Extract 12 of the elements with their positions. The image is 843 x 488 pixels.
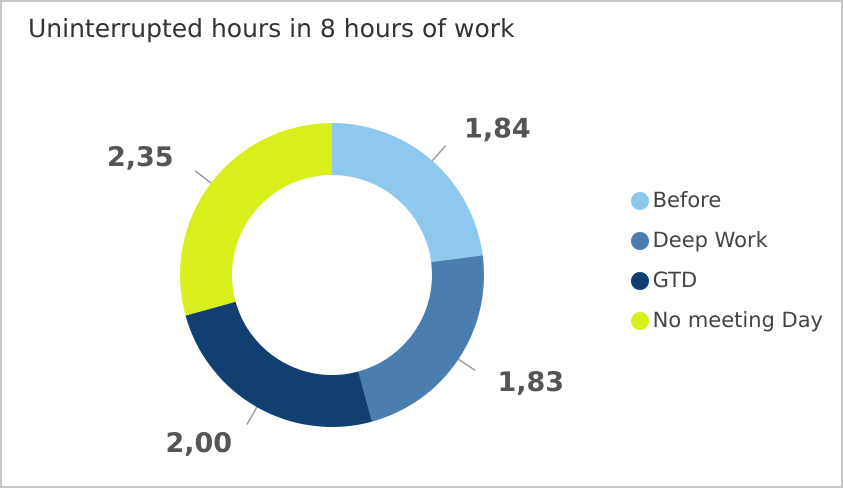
donut-slice: [186, 302, 372, 427]
data-label: 2,00: [165, 428, 232, 460]
legend-label: Before: [652, 188, 722, 212]
data-label: 1,83: [497, 367, 564, 398]
donut-slice: [180, 123, 332, 316]
chart-title: Uninterrupted hours in 8 hours of work: [28, 14, 515, 43]
data-label: 1,84: [464, 114, 531, 145]
legend-label: GTD: [652, 268, 698, 292]
legend-label: Deep Work: [652, 228, 768, 252]
legend-label: No meeting Day: [652, 308, 823, 332]
donut-slice: [358, 255, 484, 422]
data-label: 2,35: [106, 142, 174, 174]
